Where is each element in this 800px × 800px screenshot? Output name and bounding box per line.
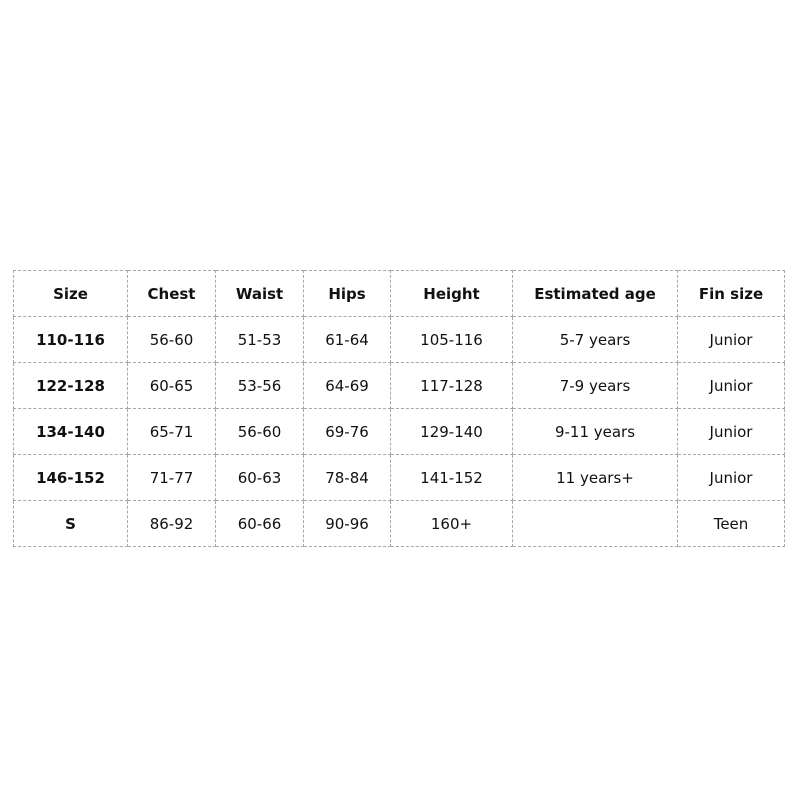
column-header: Estimated age [512, 270, 678, 317]
table-cell: 5-7 years [512, 316, 678, 363]
table-cell: 56-60 [127, 316, 216, 363]
table-row: S 86-92 60-66 90-96 160+ Teen [13, 500, 785, 547]
table-cell: 86-92 [127, 500, 216, 547]
table-cell: 60-63 [215, 454, 304, 501]
table-row: 134-140 65-71 56-60 69-76 129-140 9-11 years J… [13, 408, 785, 455]
table-cell: 60-66 [215, 500, 304, 547]
column-header: Fin size [677, 270, 785, 317]
size-cell: 122-128 [13, 362, 128, 409]
column-header: Waist [215, 270, 304, 317]
table-cell: 64-69 [303, 362, 391, 409]
table-cell: 90-96 [303, 500, 391, 547]
table-cell: 60-65 [127, 362, 216, 409]
table-cell: Teen [677, 500, 785, 547]
table-cell: 65-71 [127, 408, 216, 455]
table-row: 122-128 60-65 53-56 64-69 117-128 7-9 years Ju… [13, 362, 785, 409]
table-cell: 141-152 [390, 454, 513, 501]
table-cell: Junior [677, 362, 785, 409]
column-header: Chest [127, 270, 216, 317]
table-cell: Junior [677, 316, 785, 363]
size-chart-table: Size Chest Waist Hips Height Estimated age Fin… [13, 270, 785, 547]
table-cell: 105-116 [390, 316, 513, 363]
table-cell: 160+ [390, 500, 513, 547]
size-cell: 134-140 [13, 408, 128, 455]
header-row: Size Chest Waist Hips Height Estimated age Fin… [13, 270, 785, 317]
size-cell: S [13, 500, 128, 547]
column-header: Hips [303, 270, 391, 317]
table-row: 146-152 71-77 60-63 78-84 141-152 11 years+ Ju… [13, 454, 785, 501]
table-cell: 9-11 years [512, 408, 678, 455]
column-header: Size [13, 270, 128, 317]
table-cell [512, 500, 678, 547]
table-cell: Junior [677, 408, 785, 455]
table-row: 110-116 56-60 51-53 61-64 105-116 5-7 years Ju… [13, 316, 785, 363]
table-cell: 7-9 years [512, 362, 678, 409]
size-cell: 146-152 [13, 454, 128, 501]
table-cell: 78-84 [303, 454, 391, 501]
table-cell: 71-77 [127, 454, 216, 501]
size-cell: 110-116 [13, 316, 128, 363]
table-cell: 56-60 [215, 408, 304, 455]
table-cell: 129-140 [390, 408, 513, 455]
table-cell: 69-76 [303, 408, 391, 455]
table-cell: 11 years+ [512, 454, 678, 501]
column-header: Height [390, 270, 513, 317]
table-cell: Junior [677, 454, 785, 501]
table-cell: 53-56 [215, 362, 304, 409]
table-cell: 117-128 [390, 362, 513, 409]
table-cell: 51-53 [215, 316, 304, 363]
table-cell: 61-64 [303, 316, 391, 363]
